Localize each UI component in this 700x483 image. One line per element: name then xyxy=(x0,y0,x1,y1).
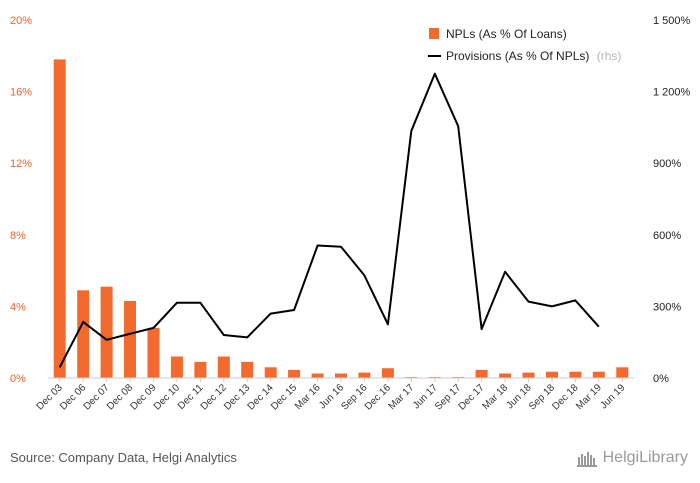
x-tick-label: Mar 17 xyxy=(387,382,417,412)
bar-npls-6 xyxy=(194,361,207,378)
x-tick-label: Dec 17 xyxy=(457,382,487,412)
x-tick-label: Mar 19 xyxy=(574,382,604,412)
bar-npls-23 xyxy=(592,371,605,378)
x-tick-label: Dec 18 xyxy=(550,382,580,412)
legend-label-npls: NPLs (As % Of Loans) xyxy=(446,27,567,41)
bar-npls-24 xyxy=(616,367,629,378)
right-tick-label: 0% xyxy=(653,373,669,385)
left-tick-label: 0% xyxy=(10,373,26,385)
x-tick-label: Dec 15 xyxy=(269,382,299,412)
bar-npls-0 xyxy=(53,59,66,379)
right-tick-label: 600% xyxy=(653,230,681,242)
bar-npls-11 xyxy=(311,373,324,378)
left-tick-label: 8% xyxy=(10,230,26,242)
bar-npls-19 xyxy=(499,373,512,378)
legend-label-provisions-text: Provisions (As % Of NPLs) xyxy=(446,49,589,63)
right-tick-label: 900% xyxy=(653,158,681,170)
x-tick-label: Dec 10 xyxy=(152,382,182,412)
bars-layer xyxy=(53,59,629,379)
bar-npls-18 xyxy=(475,369,488,378)
bar-npls-9 xyxy=(264,367,277,378)
bar-npls-1 xyxy=(77,290,90,378)
legend-label-provisions: Provisions (As % Of NPLs) (rhs) xyxy=(446,49,621,63)
bar-npls-5 xyxy=(170,356,183,378)
legend-label-provisions-suffix: (rhs) xyxy=(597,49,622,63)
legend: NPLs (As % Of Loans) Provisions (As % Of… xyxy=(428,27,621,63)
left-axis: 0% 4% 8% 12% 16% 20% xyxy=(10,15,32,385)
x-tick-label: Jun 19 xyxy=(598,382,627,411)
library-logo-icon xyxy=(576,452,597,467)
left-tick-label: 20% xyxy=(10,15,32,27)
bar-npls-7 xyxy=(217,356,230,378)
bar-npls-21 xyxy=(546,371,558,378)
source-note: Source: Company Data, Helgi Analytics xyxy=(10,450,237,465)
bar-npls-22 xyxy=(569,371,582,378)
right-tick-label: 300% xyxy=(653,301,681,313)
x-tick-label: Mar 16 xyxy=(293,382,323,412)
bar-npls-2 xyxy=(100,286,113,378)
left-tick-label: 12% xyxy=(10,158,32,170)
line-provisions xyxy=(58,72,600,368)
bar-npls-20 xyxy=(522,372,535,378)
bar-npls-14 xyxy=(381,368,394,378)
bar-npls-12 xyxy=(335,373,347,378)
x-tick-label: Mar 18 xyxy=(480,382,510,412)
x-tick-label: Dec 16 xyxy=(363,382,393,412)
left-tick-label: 4% xyxy=(10,301,26,313)
bar-npls-3 xyxy=(124,301,136,378)
brand-name: HelgiLibrary xyxy=(602,449,688,466)
bar-npls-13 xyxy=(358,372,371,378)
brand-logo: HelgiLibrary xyxy=(576,449,688,467)
right-axis: 0% 300% 600% 900% 1 200% 1 500% xyxy=(653,15,691,385)
right-tick-label: 1 200% xyxy=(653,87,691,99)
bar-npls-4 xyxy=(147,327,160,378)
right-tick-label: 1 500% xyxy=(653,15,691,27)
legend-swatch-npls xyxy=(429,28,439,39)
bar-npls-10 xyxy=(288,369,301,378)
left-tick-label: 16% xyxy=(10,87,32,99)
bar-npls-8 xyxy=(241,361,254,378)
line-layer xyxy=(58,72,600,368)
